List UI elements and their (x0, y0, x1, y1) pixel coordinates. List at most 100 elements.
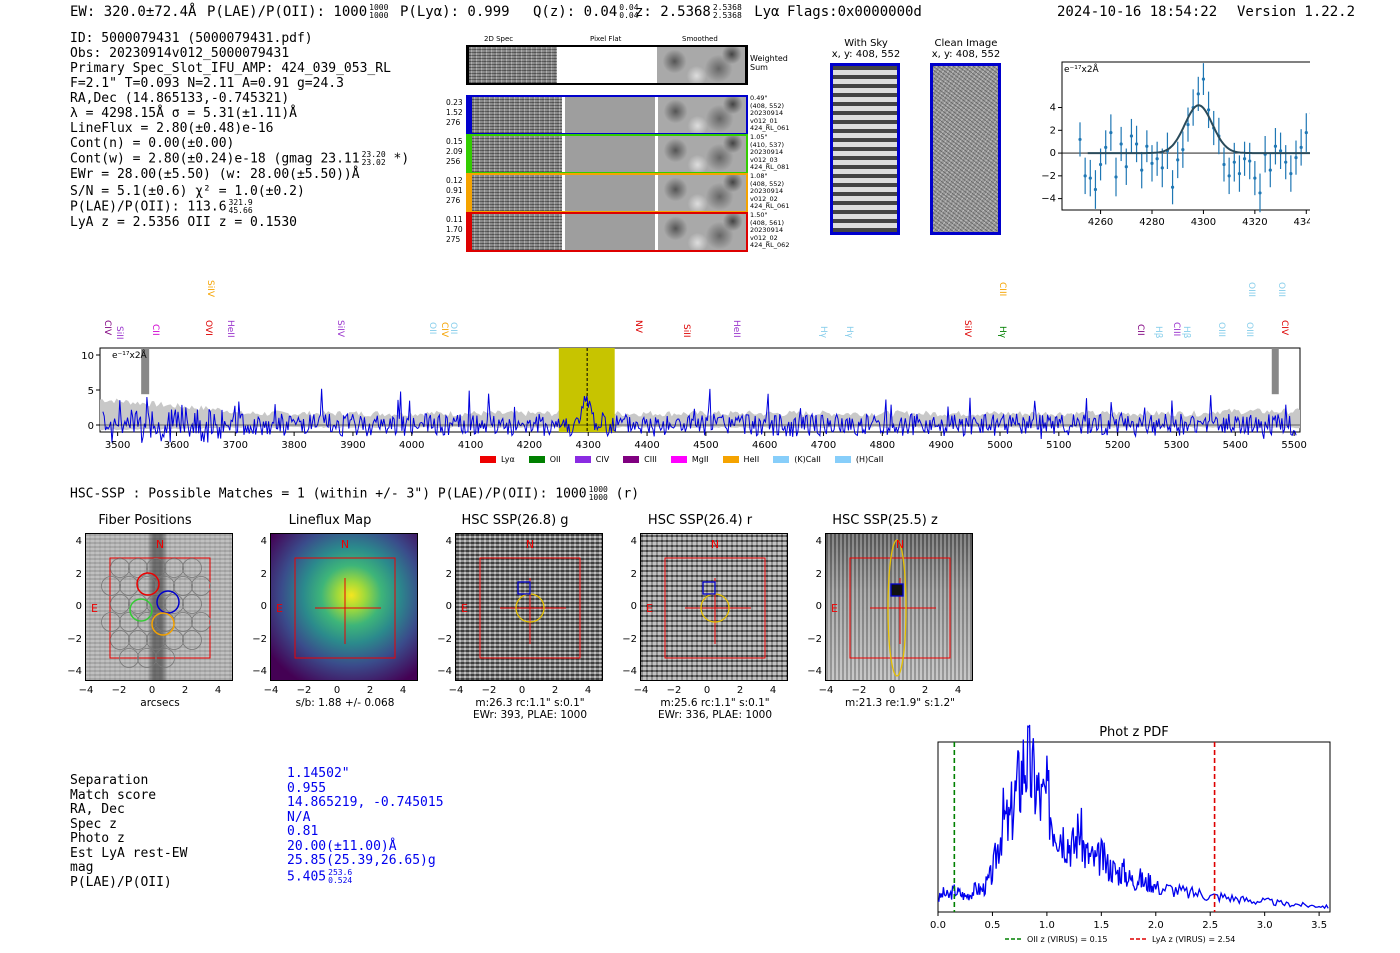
cutout-gap (562, 97, 565, 133)
info-block: ID: 5000079431 (5000079431.pdf) Obs: 202… (70, 31, 409, 230)
hsc-overlay: NE (831, 538, 951, 677)
cutout-gap (655, 97, 658, 133)
fit-point (1155, 157, 1159, 161)
header-version: Version 1.22.2 (1237, 4, 1356, 20)
hsc-caption: arcsecs (140, 697, 180, 709)
cutout-row-left-stats: 0.23 1.52 276 (446, 98, 463, 128)
cutout-info: 20230914 (750, 187, 784, 195)
hsc-ytick: 0 (75, 601, 82, 612)
match-plae-lo: 0.524 (328, 875, 353, 885)
fiber-circle (164, 558, 184, 578)
hsc-caption: s/b: 1.88 +/- 0.068 (295, 697, 395, 709)
cutout-info: 20230914 (750, 148, 784, 156)
header-qz-range: 0.04 0.04 (619, 4, 638, 20)
photz-xtick: 3.5 (1311, 920, 1327, 931)
cutout-info: v012_03 (750, 155, 778, 164)
hsc-ytick: 2 (630, 568, 637, 580)
spectrum-mask (141, 348, 150, 395)
hsc-xtick: 4 (214, 685, 222, 696)
line-legend: Lyα OII CIV CIII MgII HeII (K)CaII (H)CaII (480, 448, 897, 467)
info-contw-end: *) (393, 151, 410, 167)
header-plae-hi: 1000 (369, 3, 389, 12)
cutout-row-right-info: 1.50" (408, 561) 20230914 v012_02 424_RL_062 (750, 211, 790, 250)
hsc-caption-2: EWr: 393, PLAE: 1000 (472, 709, 588, 721)
match-label: Photo z (70, 831, 125, 846)
header-z: z: 2.5368 2.5368 2.5368 Lyα (635, 4, 780, 21)
fiber-circle (137, 648, 157, 668)
with-sky-title-text: With Sky (844, 38, 888, 49)
cutout-gap (655, 175, 658, 211)
fit-gaussian (1087, 104, 1310, 155)
fiber-circle (110, 594, 130, 614)
cutout-pixel-flat (565, 175, 655, 211)
photz-legend-label: LyA z (VIRUS) = 2.54 (1152, 935, 1235, 944)
fit-point (1124, 165, 1128, 169)
header-plae: P(LAE)/P(OII): 1000 1000 1000 (207, 3, 389, 21)
cutout-col-flat: Pixel Flat (590, 35, 622, 43)
hsc-ytick: −2 (807, 633, 822, 645)
header-flags: Flags:0x0000000d (787, 4, 922, 20)
clean-image (930, 63, 1001, 235)
header-plae-lo: 1000 (369, 11, 389, 20)
east-label: E (91, 602, 98, 615)
cutout-info: 1.08" (750, 172, 768, 180)
hsc-summary: HSC-SSP : Possible Matches = 1 (within +… (70, 486, 639, 502)
photz-title: Phot z PDF (1099, 725, 1169, 740)
cutout-stat: 1.70 (446, 225, 463, 234)
cutout-info: v012_02 (750, 233, 778, 242)
info-plae-label: P(LAE)/P(OII): 113.6 (70, 199, 227, 215)
info-plae: P(LAE)/P(OII): 113.6 321.9 45.66 (70, 199, 409, 215)
cutout-info: 1.50" (750, 211, 768, 219)
clean-image-xy: x, y: 408, 552 (931, 49, 1001, 60)
match-value-text: 0.81 (287, 824, 319, 839)
match-value: 0.81 (287, 824, 444, 840)
cutout-stat: 2.09 (446, 147, 463, 156)
spectrum-ytick: 0 (88, 421, 94, 432)
fit-point (1222, 162, 1226, 167)
cutout-row-left-stats: 0.11 1.70 275 (446, 215, 463, 245)
match-value: 0.955 (287, 781, 444, 797)
header-plya: P(Lyα): 0.999 (400, 4, 510, 20)
hsc-xtick: −2 (851, 685, 867, 696)
cutout-stat: 0.23 (446, 98, 463, 107)
spectrum-xtick: 4200 (517, 440, 542, 451)
hsc-match-box (517, 581, 531, 595)
cutout-col-smooth: Smoothed (682, 35, 718, 43)
hsc-xtick: 0 (333, 685, 341, 696)
info-contw-label: Cont(w) = 2.80(±0.24)e-18 (gmag 23.11 (70, 151, 360, 167)
hsc-caption: m:26.3 rc:1.1" s:0.1" (475, 697, 585, 709)
fiber-circle (119, 648, 139, 668)
cutout-2d-spec (472, 214, 562, 250)
spectrum-xtick: 4900 (928, 440, 953, 451)
line-fit-chart: e⁻¹⁷x2Å 4260 4280 4300 4320 4340 4 2 0 −2 −4 (1041, 61, 1310, 228)
hsc-caption-2: EWr: 336, PLAE: 1000 (657, 709, 773, 721)
hsc-ytick: 4 (815, 536, 822, 547)
fit-point (1119, 142, 1123, 146)
cutout-info: 0.49" (750, 94, 768, 102)
fit-point (1242, 157, 1247, 161)
fiber-circle (119, 576, 139, 596)
cutout-gap (655, 214, 658, 250)
match-value-text: 5.405 (287, 869, 327, 884)
cutout-pixel-flat (565, 136, 655, 172)
legend-label: Lyα (501, 455, 515, 464)
header-z-range: 2.5368 2.5368 (713, 4, 742, 20)
cutout-row-right-info: 0.49" (408, 552) 20230914 v012_01 424_RL_061 (750, 94, 789, 133)
weighted-sum-flat (557, 47, 657, 83)
match-value-text: 20.00(±11.00)Å (287, 838, 397, 854)
fit-point (1088, 176, 1092, 180)
cutout-info: v012_02 (750, 194, 778, 203)
fit-xtick: 4340 (1294, 217, 1310, 228)
photz-xtick: 3.0 (1257, 920, 1273, 931)
cutout-info: (408, 552) (750, 101, 785, 110)
cutout-2d-spec (472, 136, 562, 172)
match-label: P(LAE)/P(OII) (70, 874, 172, 890)
cutout-info: 424_RL_062 (750, 241, 790, 249)
hsc-xtick: −4 (448, 685, 464, 696)
info-ewr: EWr = 28.00(±5.50) (w: 28.00(±5.50))Å (70, 167, 360, 182)
hsc-ytick: 2 (260, 568, 267, 580)
info-lambda: λ = 4298.15Å σ = 5.31(±1.11)Å (70, 106, 297, 121)
cutout-info: 424_RL_061 (750, 202, 790, 210)
spectrum-xtick: 4600 (752, 440, 777, 451)
fit-point (1170, 185, 1175, 189)
